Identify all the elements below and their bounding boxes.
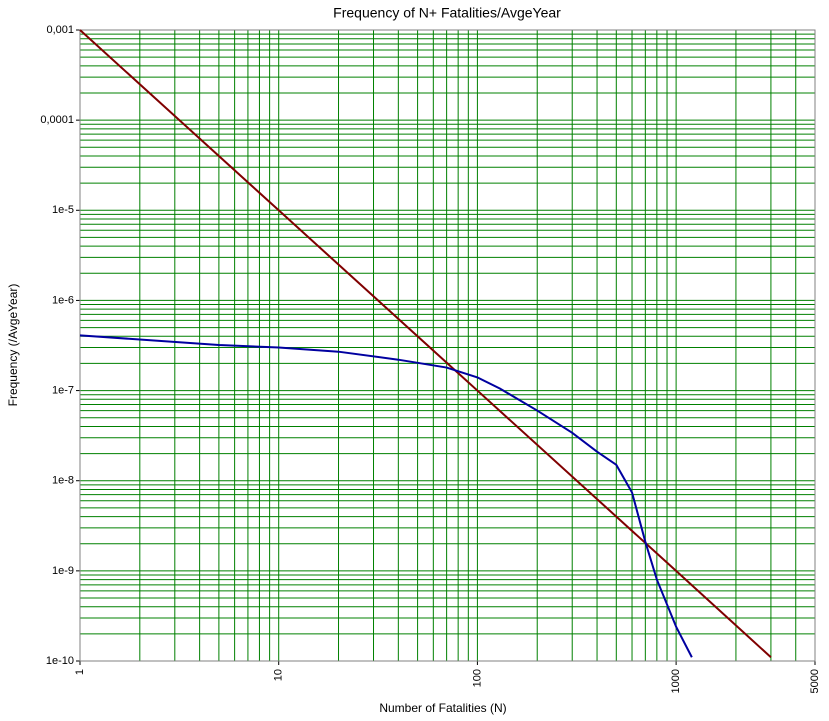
y-tick-label: 1e-7 — [52, 384, 74, 396]
series-line — [79, 334, 693, 658]
y-tick-label: 1e-8 — [52, 475, 74, 487]
x-tick-label: 100 — [471, 669, 483, 687]
y-tick-label: 1e-5 — [52, 204, 74, 216]
x-tick-label: 10 — [273, 669, 285, 681]
x-axis-label: Number of Fatalities (N) — [379, 701, 506, 715]
series-line — [79, 29, 772, 659]
y-tick-label: 1e-6 — [52, 294, 74, 306]
x-tick-label: 1 — [74, 669, 86, 675]
chart-title: Frequency of N+ Fatalities/AvgeYear — [333, 5, 561, 21]
y-axis-label: Frequency (/AvgeYear) — [6, 284, 20, 407]
plot-frame — [79, 29, 816, 662]
y-tick-label: 1e-9 — [52, 565, 74, 577]
x-tick-label: 1000 — [670, 669, 682, 693]
y-tick-label: 0,001 — [46, 24, 74, 36]
y-tick-label: 0,0001 — [40, 114, 74, 126]
y-tick-label: 1e-10 — [46, 655, 74, 667]
x-tick-label: 5000 — [809, 669, 821, 693]
